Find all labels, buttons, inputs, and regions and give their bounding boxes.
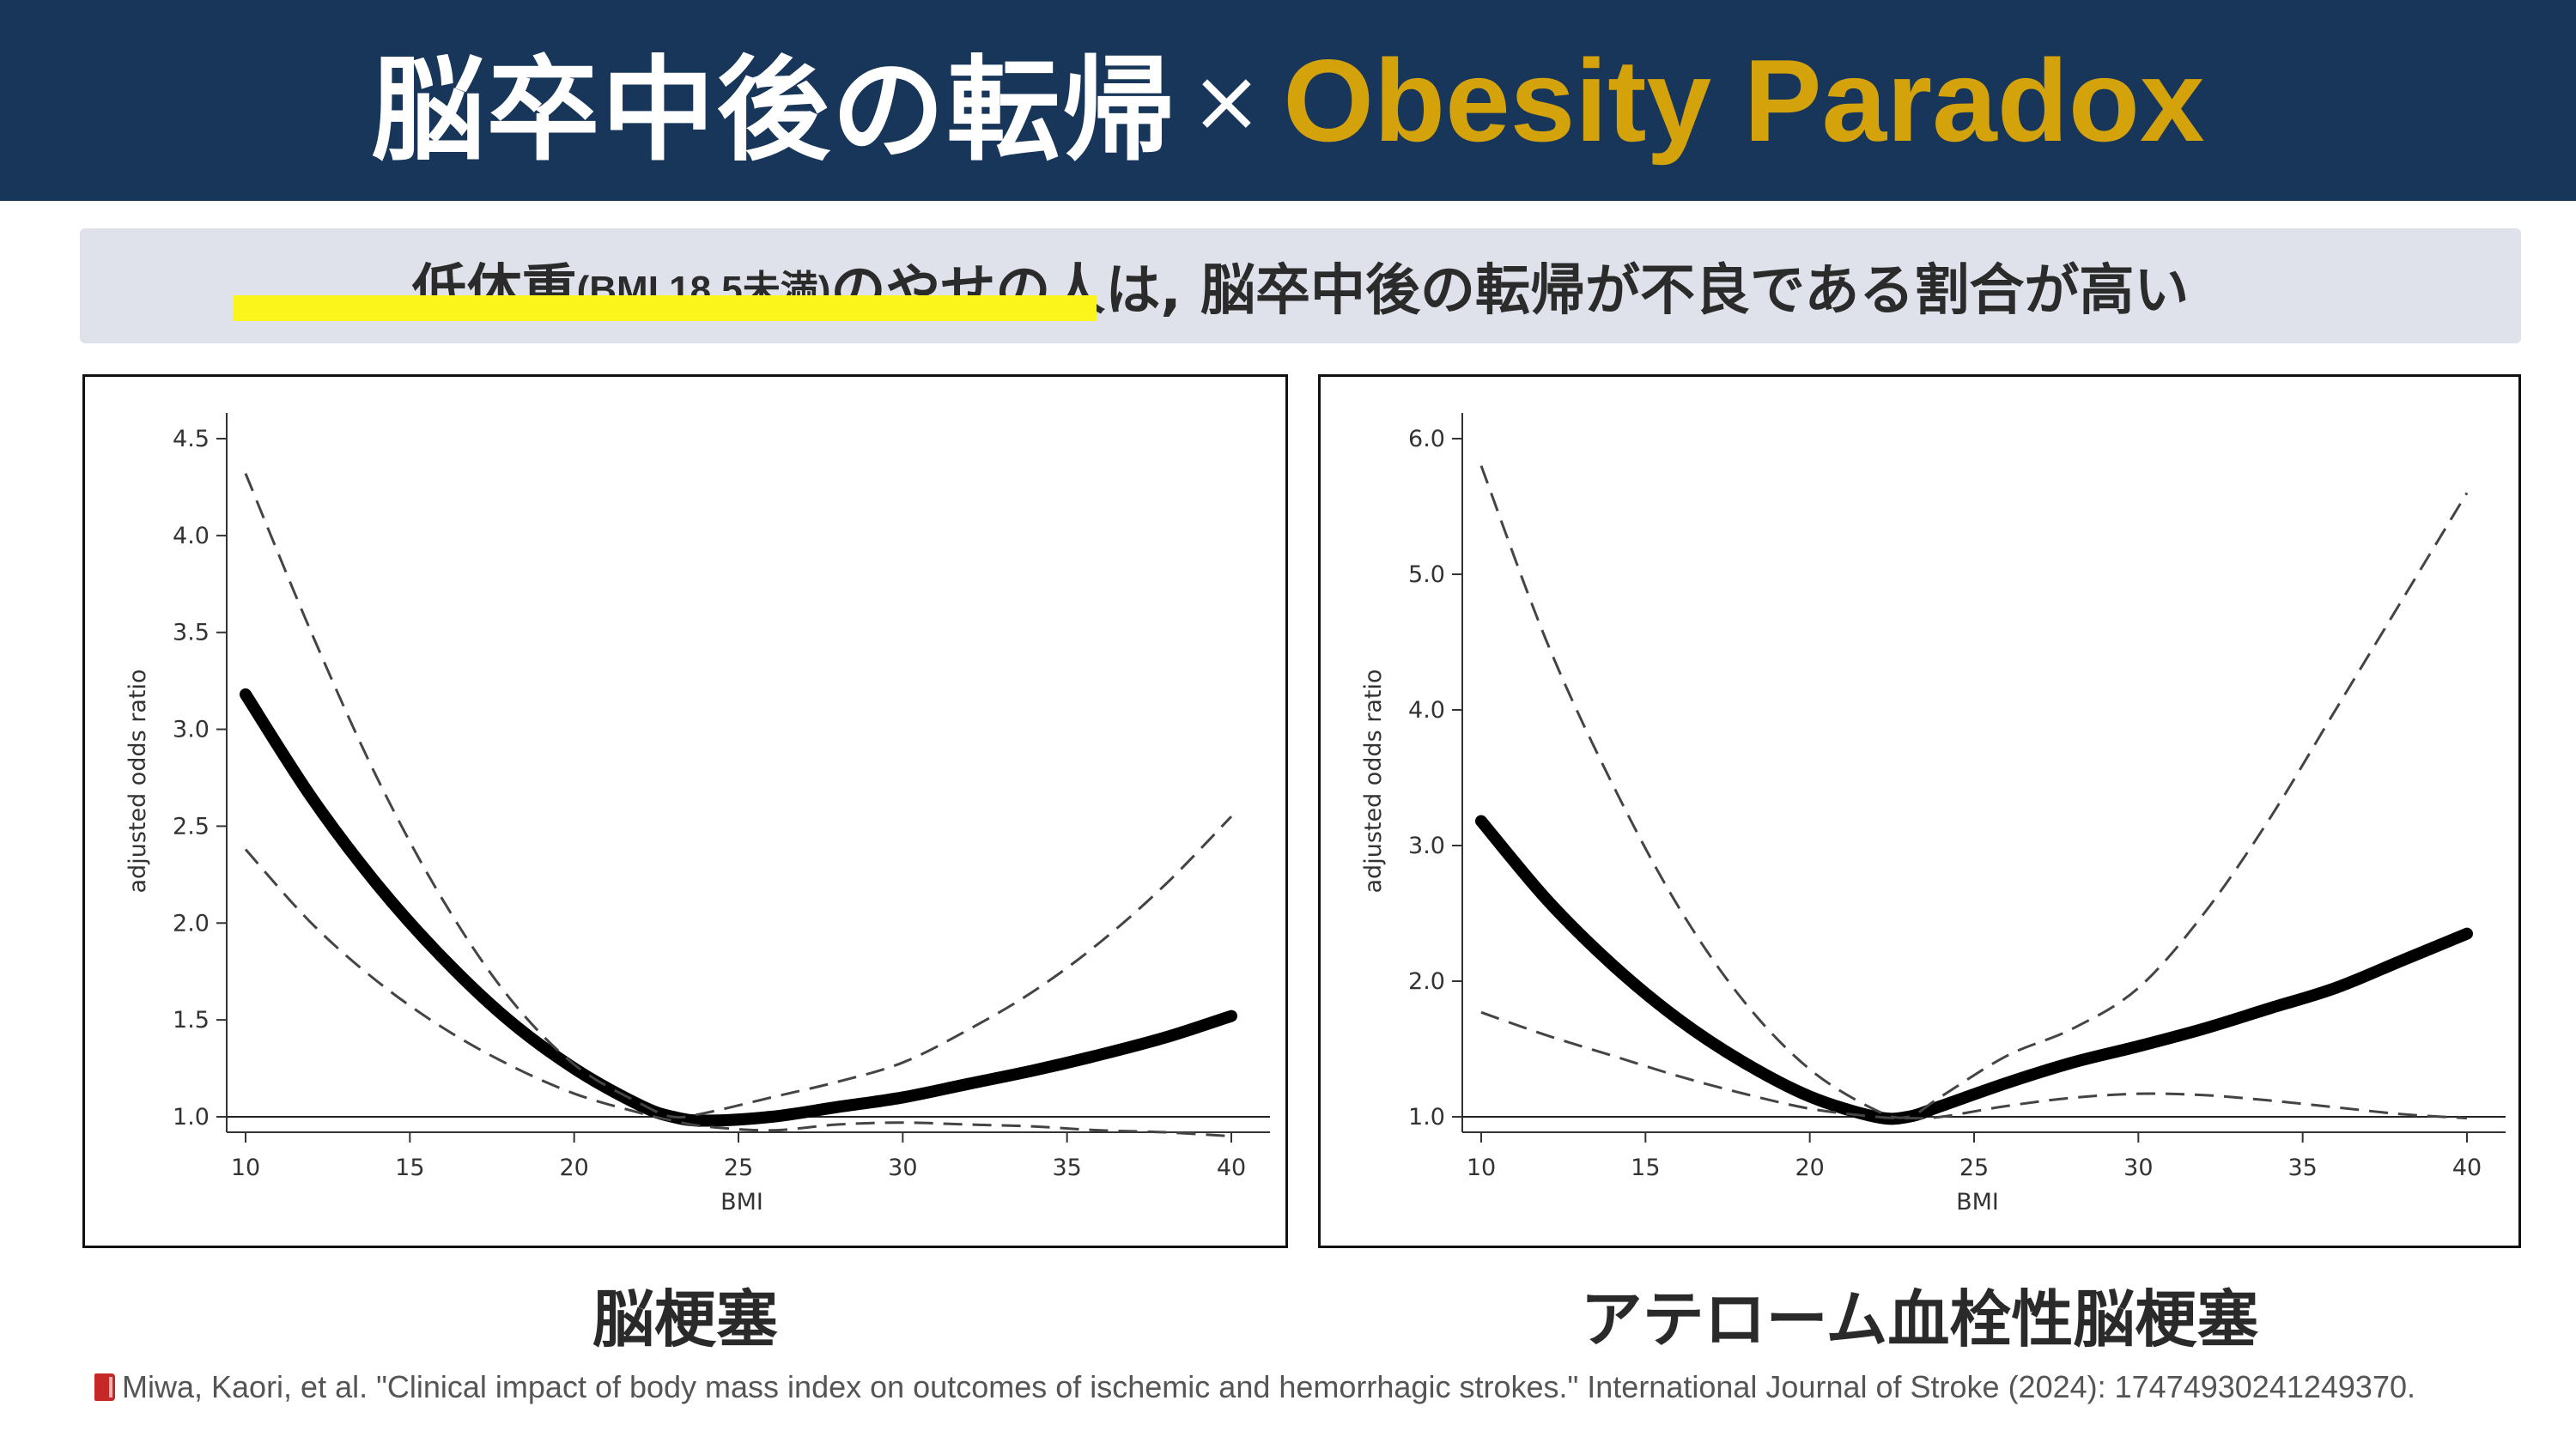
x-tick-label: 15 [395,1155,424,1181]
x-tick-label: 10 [1467,1155,1496,1181]
y-tick-label: 3.5 [173,620,210,646]
x-tick-label: 30 [888,1155,917,1181]
chart-2: 1.0 2.0 3.0 4.0 5.0 6.0 10 15 20 25 30 35 40 BMI adjus… [1360,413,2506,1216]
book-icon [94,1373,115,1401]
chart-1: 1.0 1.5 2.0 2.5 3.0 3.5 4.0 4.5 10 15 20 25 30 35 40 BM… [125,413,1270,1216]
header-bar: 脳卒中後の転帰 × Obesity Paradox [0,0,2576,201]
title-times-symbol: × [1190,50,1263,151]
series-ci-line-2 [244,848,1232,1138]
x-tick-label: 10 [231,1155,260,1181]
chart-panel-2: 1.0 2.0 3.0 4.0 5.0 6.0 10 15 20 25 30 35 40 BMI adjus… [1318,374,2521,1248]
chart-panel-1: 1.0 1.5 2.0 2.5 3.0 3.5 4.0 4.5 10 15 20 25 30 35 40 BM… [82,374,1288,1248]
x-axis-label: BMI [720,1189,763,1216]
page-title: 脳卒中後の転帰 [371,44,1177,177]
subtitle-text: 低体重 (BMI 18.5未満) のやせの人は, 脳卒中後の転帰が不良である割合が高… [80,228,2521,343]
y-axis-label: adjusted odds ratio [1360,670,1387,894]
y-tick-label: 1.0 [1408,1104,1445,1131]
series-estimate-line [240,688,1237,1127]
citation-text: Miwa, Kaori, et al. "Clinical impact of … [122,1369,2415,1404]
y-tick-label: 3.0 [1408,833,1445,859]
series-ci-line-1 [244,473,1233,1119]
x-tick-label: 20 [1795,1155,1824,1181]
series-estimate-line [1475,815,2473,1125]
series-ci-line-2 [1480,1010,2468,1120]
x-tick-label: 20 [559,1155,588,1181]
y-tick-label: 6.0 [1408,426,1445,452]
chart-1-caption: 脳梗塞 [592,1283,778,1355]
chart-2-caption: アテローム血栓性脳梗塞 [1580,1283,2259,1355]
title-accent: Obesity Paradox [1283,35,2205,166]
x-tick-label: 15 [1631,1155,1660,1181]
x-tick-label: 40 [2452,1155,2482,1181]
x-axis-label: BMI [1956,1189,1999,1216]
y-tick-label: 2.5 [173,813,210,840]
subtitle-box: 低体重 (BMI 18.5未満) のやせの人は, 脳卒中後の転帰が不良である割合が高… [80,228,2521,343]
x-tick-label: 25 [724,1155,753,1181]
x-tick-label: 35 [1052,1155,1081,1181]
y-tick-label: 4.0 [1408,697,1445,724]
x-tick-label: 40 [1217,1155,1246,1181]
y-tick-label: 2.0 [1408,968,1445,995]
y-tick-label: 4.5 [173,426,210,452]
y-tick-label: 3.0 [173,717,210,743]
y-tick-label: 1.5 [173,1007,210,1034]
citation: Miwa, Kaori, et al. "Clinical impact of … [94,1369,2567,1405]
x-tick-label: 30 [2123,1155,2153,1181]
x-tick-label: 25 [1959,1155,1989,1181]
x-tick-label: 35 [2287,1155,2317,1181]
y-tick-label: 1.0 [173,1104,210,1131]
y-axis-label: adjusted odds ratio [125,670,151,894]
y-tick-label: 2.0 [173,910,210,937]
subtitle-highlight-mark [234,295,1097,321]
y-tick-label: 5.0 [1408,561,1445,588]
series-ci-line-1 [1479,465,2469,1119]
y-tick-label: 4.0 [173,523,210,549]
